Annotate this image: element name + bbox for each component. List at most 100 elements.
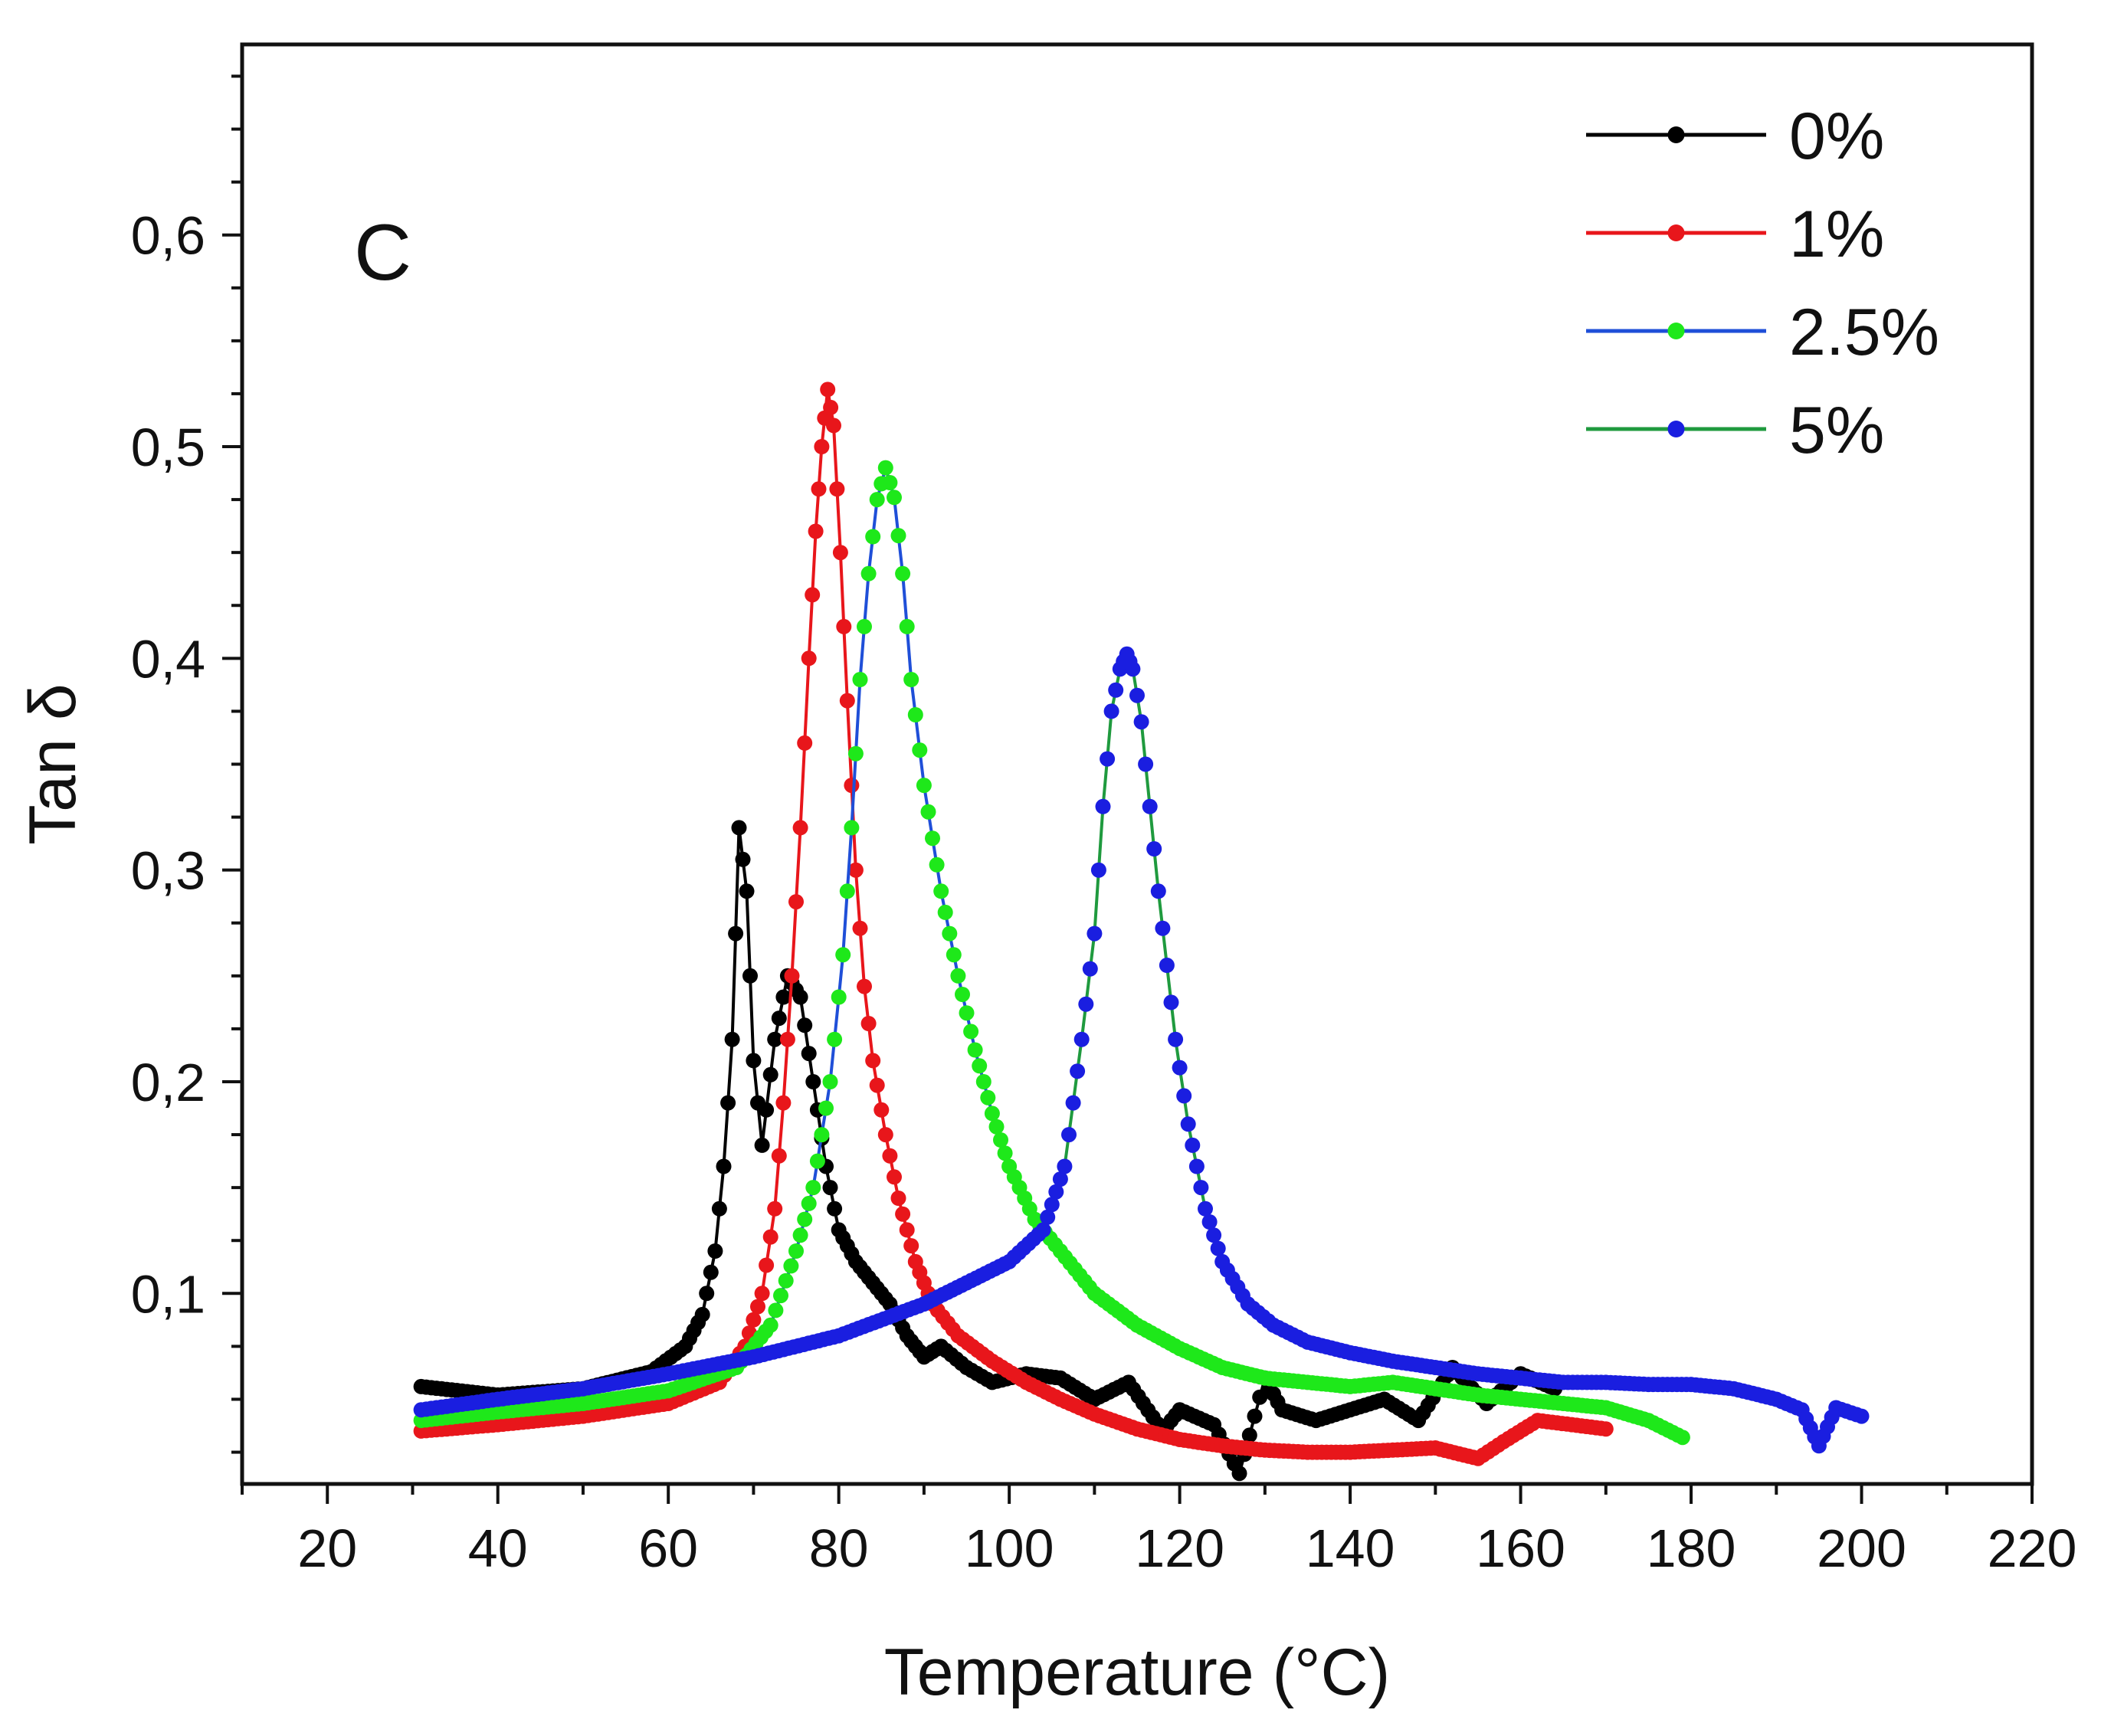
- data-point: [775, 1095, 792, 1111]
- data-point: [895, 1206, 911, 1222]
- legend: 0% 1% 2.5% 5%: [1586, 100, 1939, 467]
- series-5%: [413, 646, 1870, 1454]
- data-point: [963, 1024, 979, 1040]
- data-point: [694, 1306, 710, 1322]
- data-point: [1198, 1200, 1213, 1217]
- data-point: [1172, 1060, 1188, 1076]
- data-point: [857, 978, 872, 994]
- y-tick-label: 0,5: [131, 418, 205, 477]
- data-point: [882, 1148, 898, 1164]
- data-point: [739, 883, 755, 899]
- data-point: [827, 1031, 843, 1047]
- data-point: [805, 1074, 821, 1089]
- data-point: [792, 1227, 808, 1243]
- data-point: [746, 1312, 762, 1328]
- data-point: [826, 418, 841, 434]
- data-point: [890, 1191, 906, 1206]
- data-point: [1176, 1088, 1192, 1104]
- data-point: [750, 1299, 765, 1315]
- data-point: [808, 523, 824, 539]
- legend-item: 2.5%: [1586, 296, 1939, 369]
- data-point: [801, 1046, 817, 1062]
- data-point: [811, 481, 827, 497]
- data-point: [847, 745, 864, 762]
- data-point: [1087, 925, 1103, 942]
- data-point: [703, 1264, 719, 1280]
- data-point: [1163, 994, 1179, 1010]
- data-point: [792, 820, 808, 836]
- tick-layer: 20 40 60 80 100 120 140 160 180 200 220 0,1 0,2 0,3 0,…: [131, 74, 2076, 1578]
- data-point: [775, 989, 792, 1005]
- data-point: [899, 1222, 915, 1238]
- data-point: [887, 490, 902, 506]
- data-point: [984, 1105, 1000, 1122]
- x-tick-label: 60: [638, 1518, 698, 1578]
- data-point: [1129, 687, 1145, 703]
- data-point: [711, 1200, 727, 1217]
- data-point: [1052, 1171, 1068, 1187]
- data-point: [988, 1119, 1005, 1135]
- data-point: [814, 439, 830, 454]
- data-point: [852, 672, 868, 687]
- data-point: [1090, 862, 1106, 878]
- data-point: [997, 1145, 1013, 1161]
- data-point: [865, 1053, 881, 1069]
- data-point: [1065, 1095, 1081, 1111]
- data-point: [1057, 1158, 1073, 1174]
- data-point: [1142, 798, 1158, 814]
- data-point: [912, 742, 928, 758]
- data-point: [844, 820, 860, 836]
- x-tick-label: 180: [1647, 1518, 1736, 1578]
- data-point: [805, 587, 821, 603]
- data-point: [937, 904, 953, 920]
- data-point: [1146, 841, 1162, 857]
- legend-marker: [1667, 421, 1685, 437]
- data-point: [907, 707, 923, 722]
- data-point: [1061, 1127, 1077, 1143]
- data-point: [778, 1273, 794, 1289]
- data-point: [1138, 756, 1154, 772]
- data-point: [1598, 1421, 1614, 1437]
- data-point: [903, 1238, 919, 1254]
- data-point: [860, 565, 877, 581]
- x-axis-title: Temperature (°C): [884, 1636, 1390, 1709]
- data-point: [877, 1127, 893, 1143]
- legend-item: 5%: [1586, 394, 1884, 467]
- data-point: [975, 1074, 992, 1089]
- data-point: [967, 1042, 983, 1058]
- data-point: [933, 883, 949, 899]
- data-point: [899, 618, 915, 634]
- y-tick-label: 0,3: [131, 841, 205, 901]
- data-point: [1201, 1214, 1218, 1230]
- data-point: [1252, 1389, 1268, 1405]
- data-point: [809, 1153, 825, 1169]
- data-point: [822, 1180, 838, 1196]
- legend-marker: [1667, 224, 1685, 241]
- legend-item: 0%: [1586, 100, 1884, 173]
- data-point: [767, 1200, 783, 1217]
- data-point: [783, 1258, 799, 1274]
- data-point: [797, 1211, 813, 1227]
- legend-label: 5%: [1789, 394, 1884, 467]
- data-point: [860, 1016, 877, 1031]
- data-point: [916, 778, 932, 794]
- data-point: [1159, 958, 1175, 973]
- data-point: [788, 1243, 804, 1259]
- data-point: [1095, 798, 1111, 814]
- data-point: [720, 1095, 736, 1111]
- data-point: [1103, 703, 1119, 719]
- data-point: [929, 857, 945, 873]
- data-point: [801, 650, 817, 667]
- data-point: [1035, 1222, 1051, 1238]
- data-point: [832, 545, 848, 561]
- legend-marker: [1667, 126, 1685, 143]
- data-point: [1188, 1158, 1205, 1174]
- data-point: [731, 820, 747, 836]
- data-point: [801, 1195, 817, 1211]
- panel-label: C: [354, 208, 411, 297]
- data-point: [980, 1089, 996, 1105]
- data-point: [895, 565, 911, 581]
- data-point: [707, 1243, 723, 1259]
